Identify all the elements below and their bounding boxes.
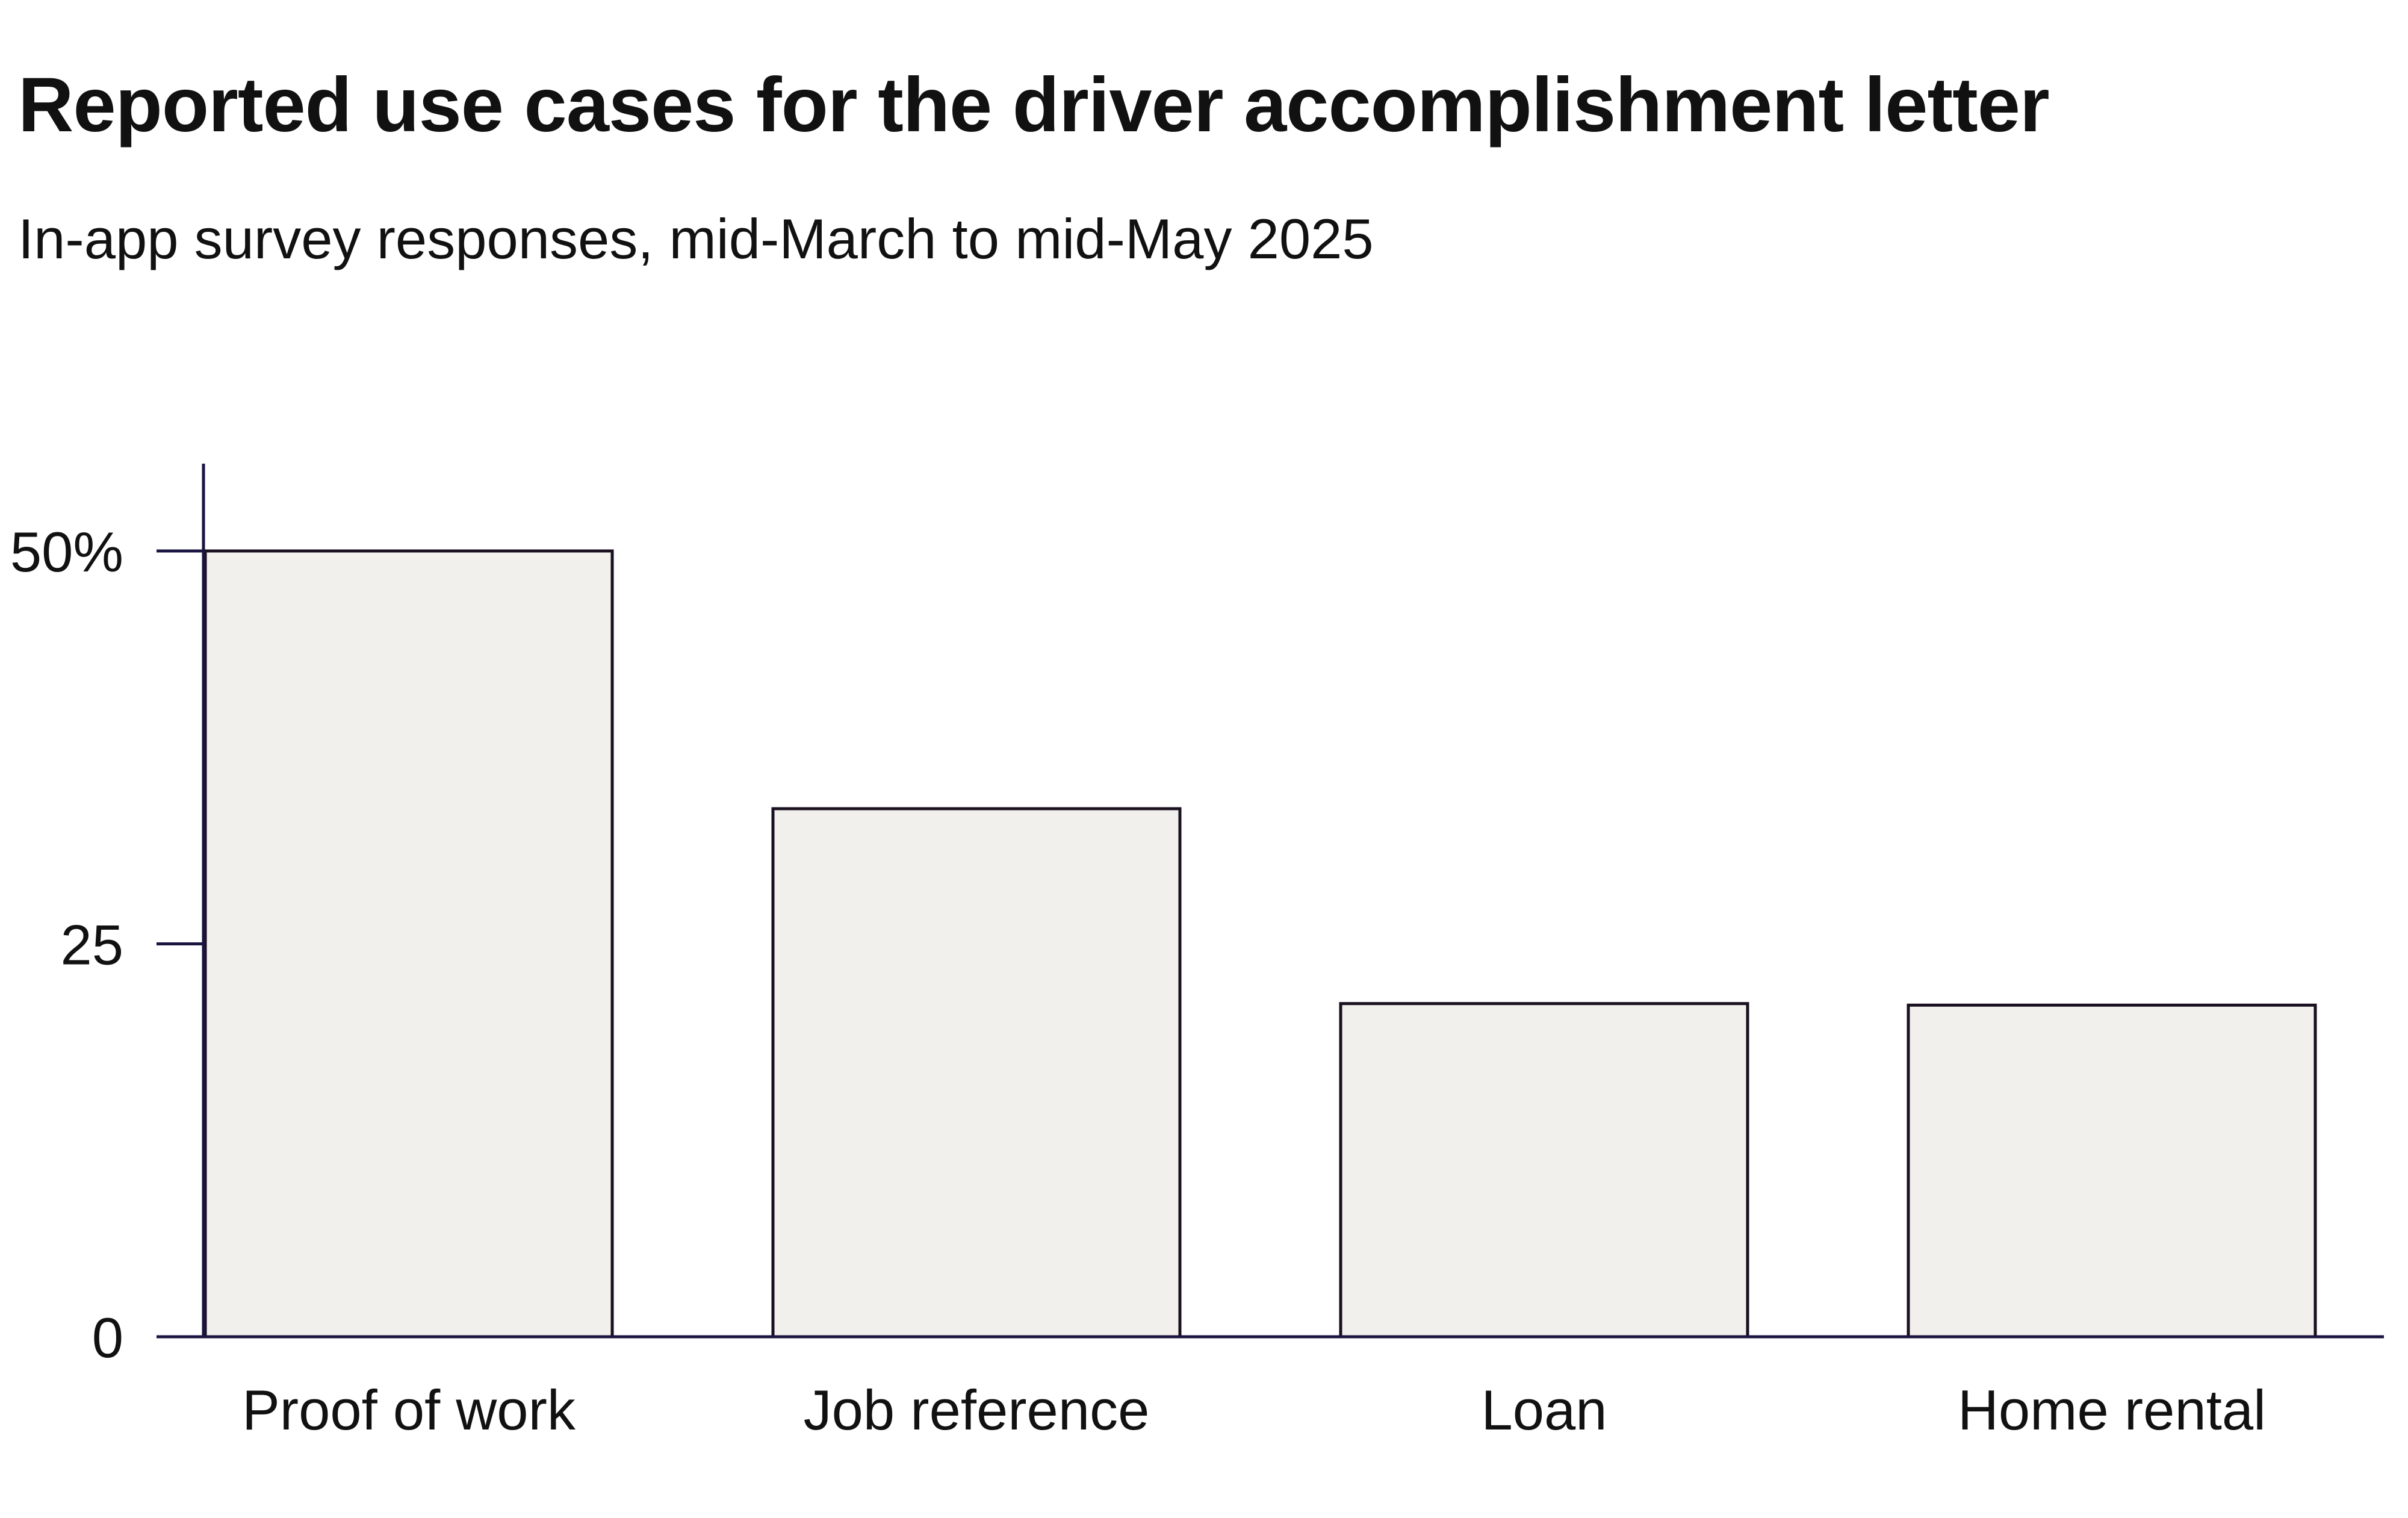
chart-subtitle: In-app survey responses, mid-March to mi… <box>18 207 1374 270</box>
bar-job-reference <box>771 807 1182 1339</box>
y-tick-label-50: 50% <box>10 520 123 583</box>
x-tick-label-home-rental: Home rental <box>1958 1378 2266 1442</box>
labels-layer: Proof of work Job reference Loan Home renta… <box>10 520 2266 1442</box>
bar-loan <box>1339 1002 1749 1339</box>
y-tick-label-0: 0 <box>92 1306 123 1369</box>
bars-layer <box>203 549 2317 1339</box>
axes-layer <box>157 464 2384 1339</box>
x-tick-label-job-reference: Job reference <box>804 1378 1150 1442</box>
bar-home-rental <box>1907 1003 2317 1339</box>
x-tick-label-loan: Loan <box>1481 1378 1607 1442</box>
y-tick-label-25: 25 <box>60 913 123 977</box>
bar-proof-of-work <box>203 549 614 1339</box>
x-tick-label-proof-of-work: Proof of work <box>242 1378 576 1442</box>
chart-title: Reported use cases for the driver accomp… <box>18 62 2050 148</box>
